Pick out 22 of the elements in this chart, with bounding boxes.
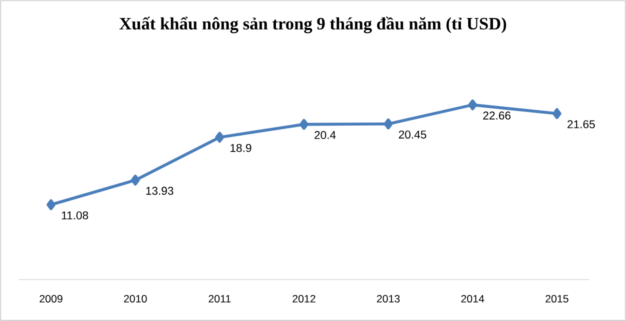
- x-tick-label: 2014: [461, 294, 484, 303]
- point: [215, 132, 224, 143]
- x-tick-label: 2009: [40, 294, 62, 303]
- data-label: 18.9: [230, 144, 252, 152]
- data-label: 20.4: [314, 131, 336, 140]
- x-tick-label: 2011: [208, 294, 231, 303]
- data-label: 22.66: [483, 112, 511, 120]
- point: [46, 199, 56, 210]
- point: [552, 108, 562, 120]
- x-tick-label: 2015: [546, 294, 568, 303]
- chart-title: Xuất khẩu nông sản trong 9 tháng đầu năm (tỉ USD): [119, 16, 506, 34]
- x-tick-label: 2010: [124, 294, 147, 303]
- point: [468, 99, 478, 110]
- data-label: 13.93: [146, 186, 174, 195]
- point: [130, 174, 140, 186]
- x-tick-label: 2012: [292, 294, 316, 303]
- data-label: 11.08: [62, 211, 88, 220]
- data-label: 21.65: [568, 120, 595, 128]
- x-tick-label: 2013: [376, 294, 400, 303]
- point: [384, 118, 393, 130]
- point: [300, 118, 308, 130]
- data-label: 20.45: [398, 130, 426, 139]
